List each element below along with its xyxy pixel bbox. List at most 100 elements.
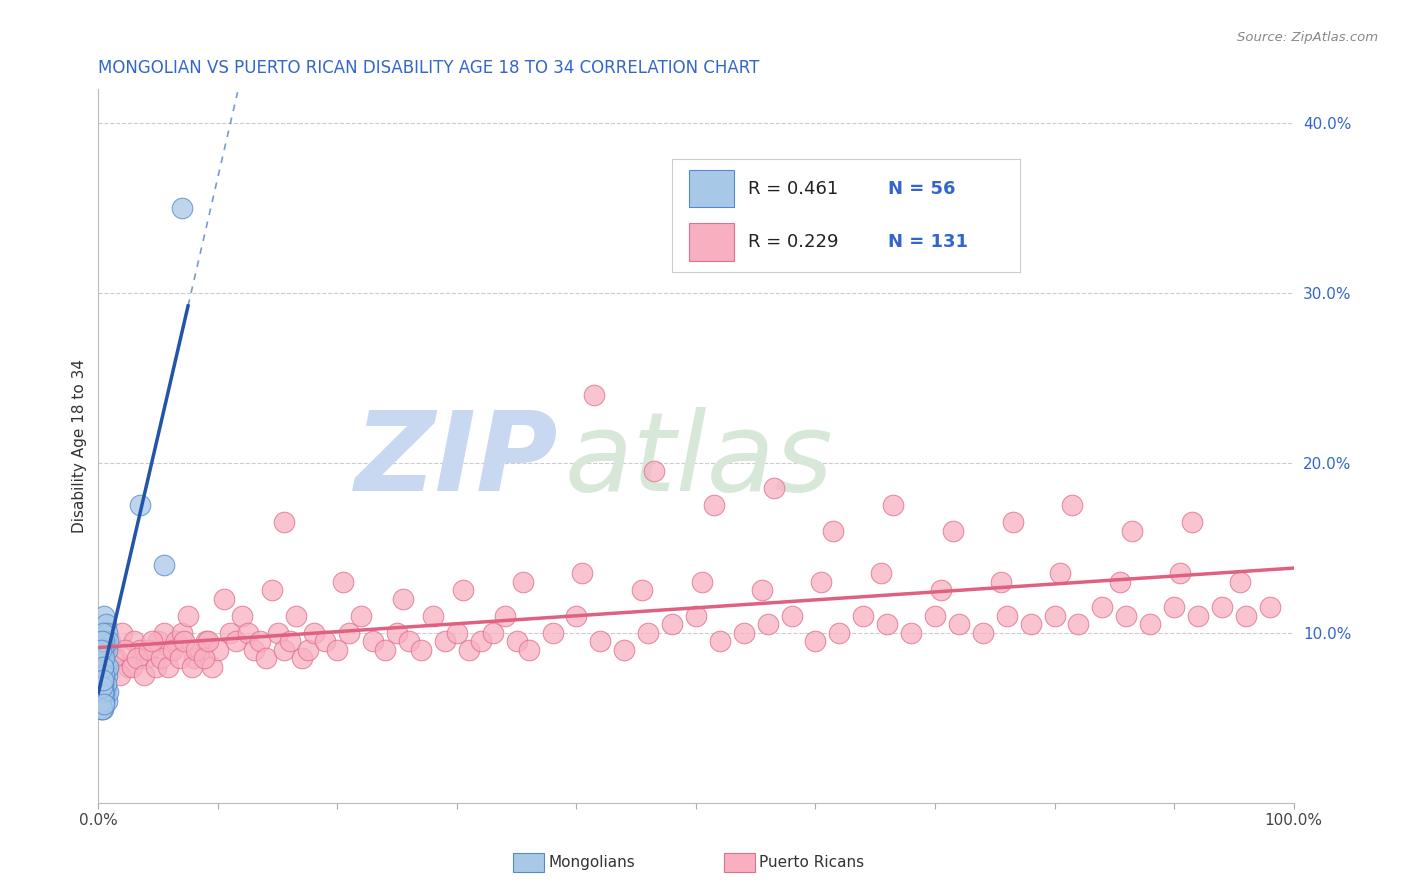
Point: [96, 626, 118, 640]
Point: [236, 626, 259, 640]
Point: [96, 643, 118, 657]
Text: R = 0.461: R = 0.461: [748, 180, 838, 198]
Point: [186, 643, 208, 657]
Point: [1187, 608, 1209, 623]
Point: [385, 626, 409, 640]
Point: [165, 634, 187, 648]
Point: [273, 516, 295, 530]
Point: [972, 626, 994, 640]
Point: [541, 626, 564, 640]
Point: [571, 566, 593, 581]
Point: [91, 673, 114, 688]
Point: [108, 668, 131, 682]
Point: [91, 651, 114, 665]
Point: [91, 634, 114, 648]
Point: [1109, 574, 1132, 589]
Point: [96, 694, 118, 708]
Point: [995, 608, 1018, 623]
Point: [481, 626, 505, 640]
Point: [172, 626, 194, 640]
Point: [91, 677, 114, 691]
Point: [183, 651, 205, 665]
Point: [93, 668, 115, 682]
Point: [470, 634, 492, 648]
Point: [145, 660, 167, 674]
Point: [661, 617, 683, 632]
Point: [197, 634, 219, 648]
Point: [105, 651, 128, 665]
Point: [93, 698, 115, 712]
Point: [177, 608, 200, 623]
Point: [207, 643, 229, 657]
Point: [91, 685, 114, 699]
Point: [631, 583, 654, 598]
Point: [260, 583, 283, 598]
Point: [148, 634, 170, 648]
Point: [98, 634, 122, 648]
Point: [91, 643, 114, 657]
Point: [291, 651, 314, 665]
Point: [93, 634, 115, 648]
Point: [114, 643, 136, 657]
Point: [1043, 608, 1066, 623]
Point: [1067, 617, 1090, 632]
Point: [94, 617, 117, 632]
Point: [153, 626, 176, 640]
Point: [690, 574, 713, 589]
Point: [91, 643, 114, 657]
Point: [751, 583, 773, 598]
Point: [273, 643, 295, 657]
Point: [96, 668, 118, 682]
Point: [297, 643, 319, 657]
Point: [93, 685, 115, 699]
Point: [804, 634, 827, 648]
Point: [1001, 516, 1024, 530]
Point: [1121, 524, 1143, 538]
Point: [703, 499, 725, 513]
Point: [91, 702, 114, 716]
Point: [374, 643, 396, 657]
Text: MONGOLIAN VS PUERTO RICAN DISABILITY AGE 18 TO 34 CORRELATION CHART: MONGOLIAN VS PUERTO RICAN DISABILITY AGE…: [98, 59, 759, 77]
Point: [494, 608, 516, 623]
Point: [870, 566, 893, 581]
Point: [422, 608, 444, 623]
Point: [411, 643, 433, 657]
Point: [876, 617, 898, 632]
Point: [172, 201, 194, 215]
Point: [94, 634, 117, 648]
Point: [589, 634, 612, 648]
Text: N = 56: N = 56: [887, 180, 955, 198]
Point: [267, 626, 290, 640]
Point: [363, 634, 385, 648]
Point: [94, 660, 117, 674]
Point: [350, 608, 373, 623]
Point: [91, 626, 114, 640]
Point: [1019, 617, 1042, 632]
Point: [643, 465, 665, 479]
Point: [132, 668, 155, 682]
Point: [129, 499, 152, 513]
Point: [565, 608, 588, 623]
Point: [231, 608, 253, 623]
Point: [89, 685, 111, 699]
Point: [138, 643, 160, 657]
Point: [900, 626, 922, 640]
Point: [942, 524, 965, 538]
Text: Source: ZipAtlas.com: Source: ZipAtlas.com: [1237, 31, 1378, 45]
Point: [451, 583, 474, 598]
Point: [823, 524, 845, 538]
Point: [1091, 600, 1114, 615]
Point: [91, 651, 114, 665]
Point: [828, 626, 851, 640]
Point: [125, 651, 148, 665]
Point: [91, 677, 114, 691]
Point: [1168, 566, 1191, 581]
Point: [506, 634, 529, 648]
Text: N = 131: N = 131: [887, 234, 967, 252]
Point: [613, 643, 636, 657]
Point: [512, 574, 534, 589]
Point: [212, 591, 235, 606]
Point: [93, 668, 115, 682]
Point: [339, 626, 361, 640]
Point: [195, 634, 218, 648]
